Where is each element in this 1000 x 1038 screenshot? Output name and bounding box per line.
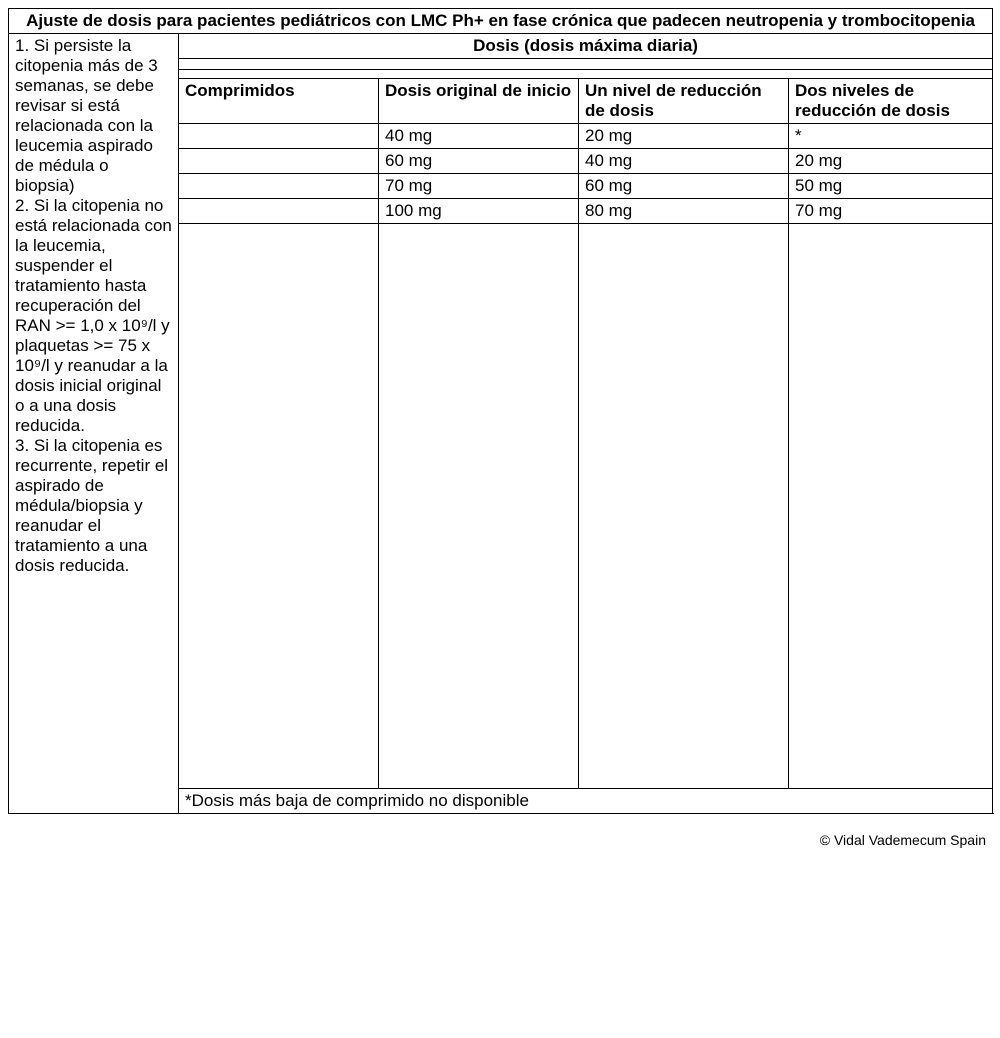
cell: 40 mg bbox=[579, 149, 789, 174]
cell bbox=[179, 174, 379, 199]
cell bbox=[179, 199, 379, 224]
col-header-comprimidos: Comprimidos bbox=[179, 79, 379, 124]
spacer bbox=[179, 59, 993, 70]
dose-adjustment-table: Ajuste de dosis para pacientes pediátric… bbox=[8, 8, 993, 814]
col-header-un-nivel: Un nivel de reducción de dosis bbox=[579, 79, 789, 124]
empty-cell bbox=[379, 224, 579, 789]
instructions-cell: 1. Si persiste la citopenia más de 3 sem… bbox=[9, 34, 179, 814]
footer-note: *Dosis más baja de comprimido no disponi… bbox=[179, 789, 993, 814]
empty-cell bbox=[579, 224, 789, 789]
cell: 100 mg bbox=[379, 199, 579, 224]
table-title: Ajuste de dosis para pacientes pediátric… bbox=[9, 9, 993, 34]
cell: 50 mg bbox=[789, 174, 993, 199]
cell: 60 mg bbox=[579, 174, 789, 199]
empty-cell bbox=[789, 224, 993, 789]
cell: 20 mg bbox=[789, 149, 993, 174]
cell: 70 mg bbox=[789, 199, 993, 224]
cell: * bbox=[789, 124, 993, 149]
cell: 60 mg bbox=[379, 149, 579, 174]
spacer bbox=[179, 70, 993, 79]
dose-header: Dosis (dosis máxima diaria) bbox=[179, 34, 993, 59]
cell: 20 mg bbox=[579, 124, 789, 149]
empty-cell bbox=[179, 224, 379, 789]
cell: 80 mg bbox=[579, 199, 789, 224]
cell bbox=[179, 149, 379, 174]
copyright-text: © Vidal Vademecum Spain bbox=[8, 832, 992, 848]
col-header-dosis-original: Dosis original de inicio bbox=[379, 79, 579, 124]
cell: 40 mg bbox=[379, 124, 579, 149]
col-header-dos-niveles: Dos niveles de reducción de dosis bbox=[789, 79, 993, 124]
cell bbox=[179, 124, 379, 149]
cell: 70 mg bbox=[379, 174, 579, 199]
